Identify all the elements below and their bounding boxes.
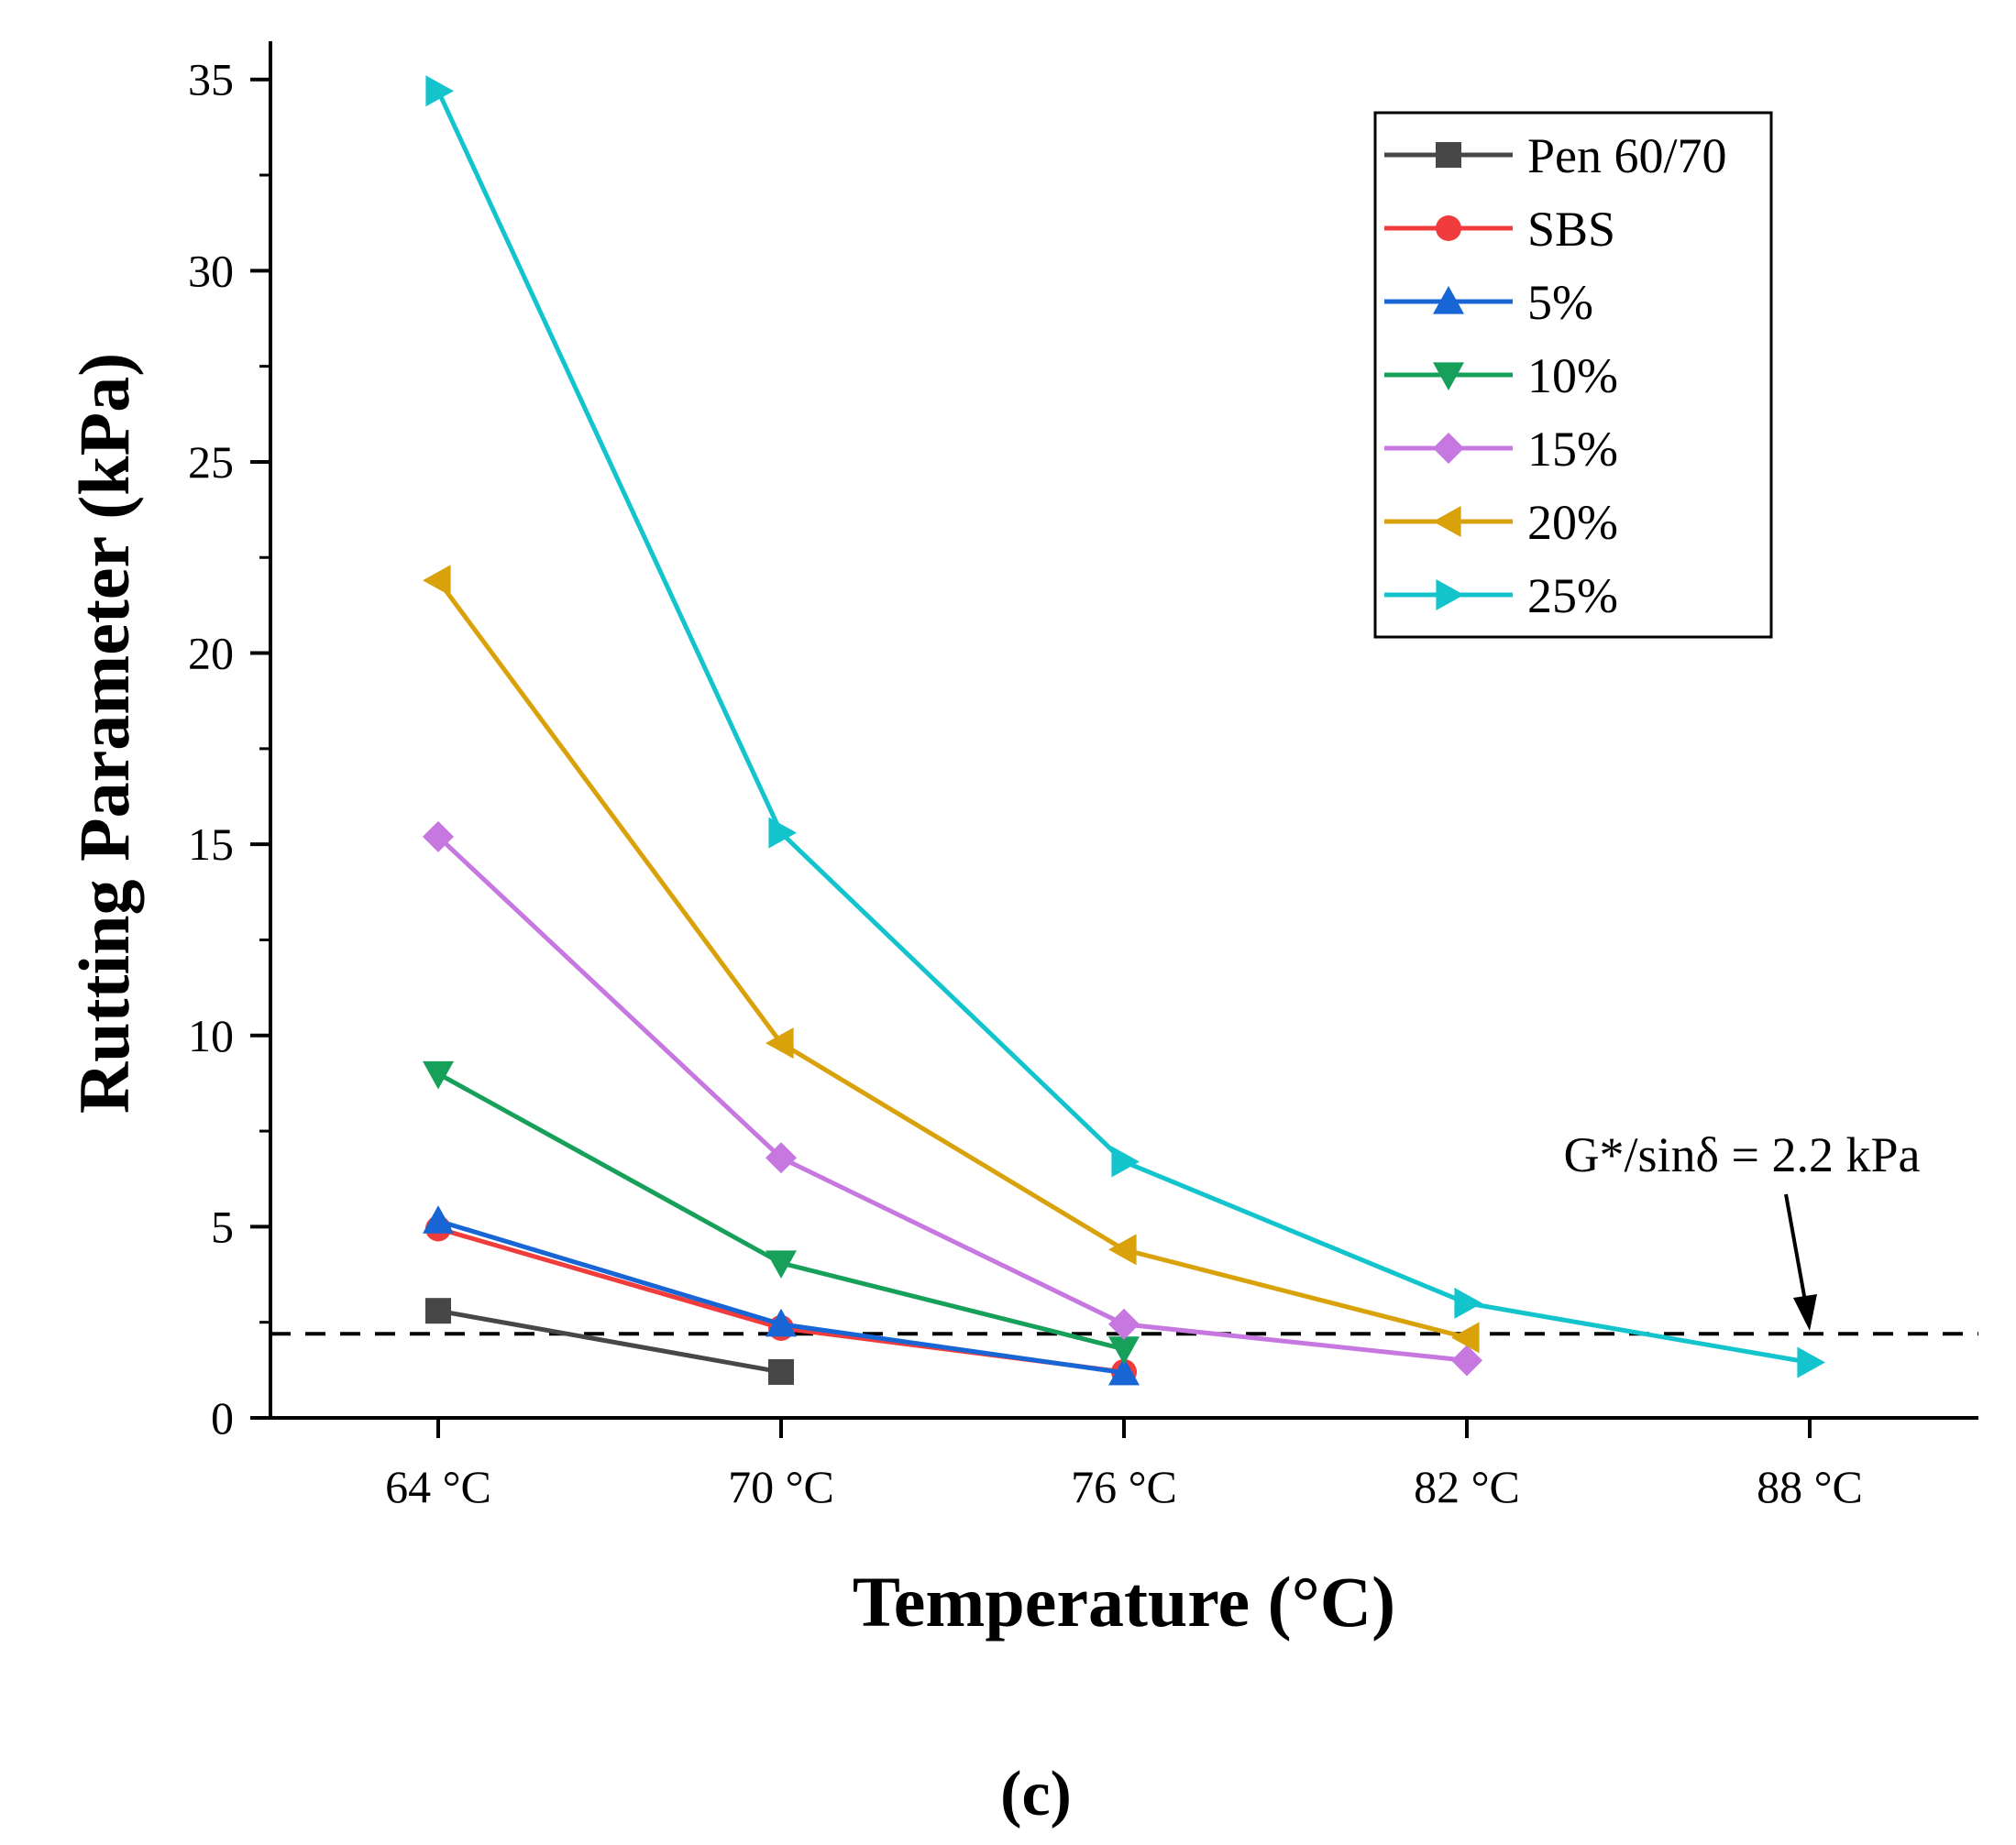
data-point-triangle-down <box>423 1060 454 1090</box>
data-point-triangle-right <box>1436 579 1464 610</box>
series-group <box>423 75 1825 1386</box>
data-point-square <box>768 1358 794 1385</box>
y-tick-label: 0 <box>211 1392 234 1444</box>
series-line <box>436 1071 1125 1352</box>
data-point-triangle-up <box>766 1308 797 1337</box>
series-line <box>437 1218 1125 1376</box>
y-tick-label: 15 <box>188 818 234 870</box>
reference-line-label: G*/sinδ = 2.2 kPa <box>1564 1127 1921 1182</box>
legend-label: 5% <box>1527 275 1593 330</box>
legend-item: 20% <box>1384 495 1618 550</box>
data-point-triangle-right <box>1797 1346 1825 1378</box>
series-15- <box>423 820 1482 1377</box>
data-point-diamond <box>766 1142 797 1174</box>
legend: Pen 60/70 SBS 5% 10% 15% 20% 25% <box>1373 111 1773 639</box>
x-ticks: 64 °C 70 °C 76 °C 82 °C 88 °C <box>385 1418 1863 1512</box>
x-tick-label: 82 °C <box>1414 1461 1520 1512</box>
data-point-triangle-down <box>1433 362 1464 390</box>
panel-label: (c) <box>1000 1759 1072 1829</box>
x-tick-label: 70 °C <box>728 1461 834 1512</box>
legend-label: 15% <box>1527 422 1618 477</box>
y-tick-label: 20 <box>188 628 234 679</box>
legend-item: SBS <box>1384 202 1615 257</box>
y-tick-label: 35 <box>188 54 234 105</box>
data-point-triangle-down <box>766 1250 797 1279</box>
x-axis-title: Temperature (°C) <box>853 1562 1395 1642</box>
y-tick-label: 5 <box>211 1201 234 1252</box>
data-point-triangle-left <box>1433 506 1461 537</box>
data-point-triangle-up <box>1108 1356 1140 1386</box>
data-point-square <box>1436 142 1461 168</box>
series-20- <box>423 565 1480 1354</box>
data-point-triangle-left <box>766 1027 794 1060</box>
legend-label: 20% <box>1527 495 1618 550</box>
data-point-square <box>425 1298 451 1324</box>
data-point-diamond <box>1433 433 1464 464</box>
legend-item: Pen 60/70 <box>1384 128 1727 183</box>
x-tick-label: 76 °C <box>1071 1461 1177 1512</box>
data-point-triangle-right <box>1454 1287 1482 1319</box>
data-point-diamond <box>423 820 454 852</box>
data-point-triangle-right <box>1111 1146 1140 1178</box>
legend-item: 10% <box>1384 348 1618 403</box>
y-ticks: 0 5 10 15 20 25 30 35 <box>188 54 270 1444</box>
data-point-triangle-left <box>423 565 451 597</box>
series-line <box>436 834 1468 1363</box>
series-line <box>435 578 1468 1340</box>
y-tick-label: 25 <box>188 436 234 488</box>
series-pen-60-70 <box>425 1298 794 1385</box>
legend-label: Pen 60/70 <box>1527 128 1727 183</box>
data-point-triangle-down <box>1108 1336 1140 1365</box>
data-point-triangle-left <box>1451 1322 1480 1354</box>
legend-label: 25% <box>1527 568 1618 623</box>
data-point-diamond <box>1108 1308 1140 1340</box>
legend-item: 15% <box>1384 422 1618 477</box>
series-line <box>437 1308 782 1375</box>
x-tick-label: 88 °C <box>1757 1461 1863 1512</box>
data-point-diamond <box>1451 1345 1482 1377</box>
data-point-triangle-right <box>425 75 454 107</box>
series-25- <box>425 75 1825 1378</box>
data-point-triangle-up <box>423 1205 454 1234</box>
legend-label: 10% <box>1527 348 1618 403</box>
reference-arrowhead <box>1793 1294 1817 1331</box>
y-tick-label: 10 <box>188 1010 234 1061</box>
data-point-triangle-up <box>1433 286 1464 314</box>
x-tick-label: 64 °C <box>385 1461 491 1512</box>
legend-item: 25% <box>1384 568 1618 623</box>
y-axis-title: Rutting Parameter (kPa) <box>64 353 144 1114</box>
legend-item: 5% <box>1384 275 1593 330</box>
legend-label: SBS <box>1527 202 1615 257</box>
data-point-triangle-left <box>1108 1234 1137 1266</box>
series-5- <box>423 1205 1140 1386</box>
data-point-triangle-right <box>768 817 797 849</box>
y-tick-label: 30 <box>188 245 234 296</box>
data-point-circle <box>1436 215 1461 241</box>
series-10- <box>423 1060 1140 1365</box>
reference-arrow <box>1784 1193 1808 1307</box>
